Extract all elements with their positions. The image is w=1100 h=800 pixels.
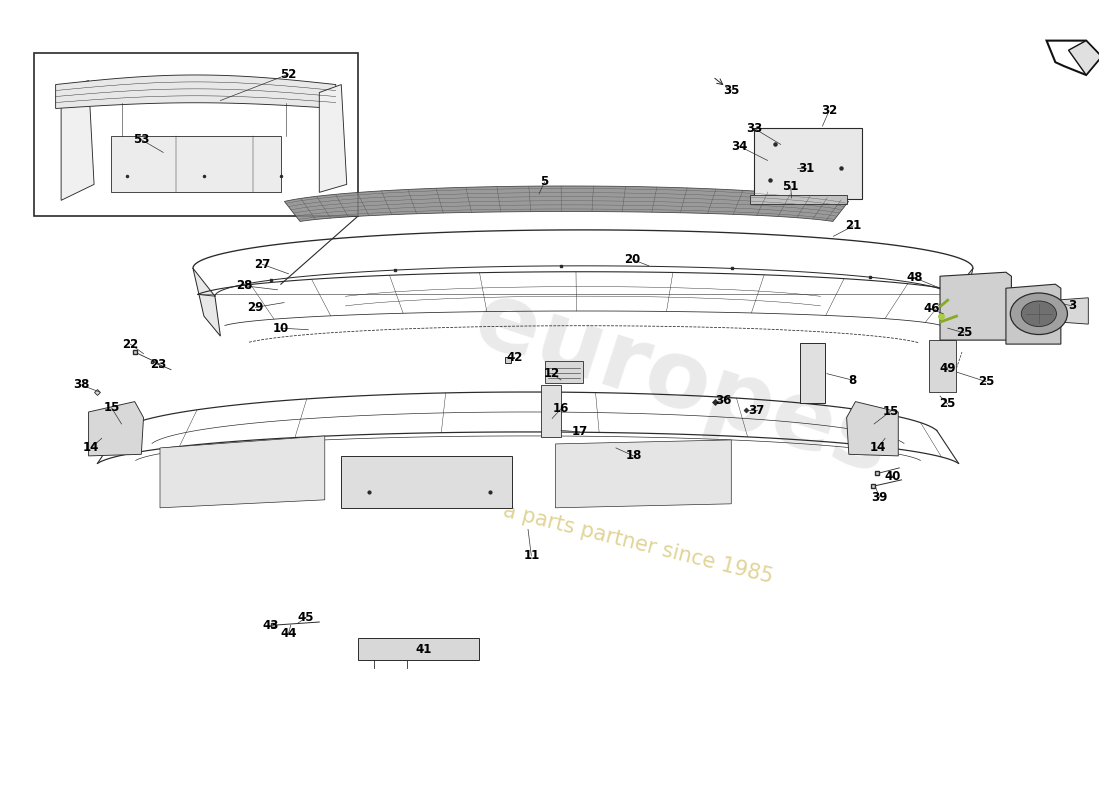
Text: 52: 52 bbox=[280, 68, 297, 81]
Text: 5: 5 bbox=[540, 175, 549, 189]
Polygon shape bbox=[946, 268, 974, 336]
Text: 44: 44 bbox=[280, 626, 297, 640]
Text: 34: 34 bbox=[730, 139, 747, 153]
Polygon shape bbox=[1046, 41, 1100, 75]
Text: 38: 38 bbox=[73, 378, 89, 391]
Text: 11: 11 bbox=[524, 550, 539, 562]
Text: 45: 45 bbox=[298, 610, 315, 624]
Polygon shape bbox=[1068, 41, 1100, 75]
Text: 42: 42 bbox=[507, 351, 522, 364]
Circle shape bbox=[1010, 293, 1067, 334]
Text: 35: 35 bbox=[723, 84, 739, 97]
Text: 40: 40 bbox=[884, 470, 901, 483]
Text: 43: 43 bbox=[263, 618, 279, 632]
Polygon shape bbox=[285, 186, 848, 222]
Bar bbox=[358, 638, 478, 660]
Polygon shape bbox=[56, 75, 336, 109]
Text: 37: 37 bbox=[748, 404, 764, 417]
Text: 14: 14 bbox=[869, 442, 886, 454]
Text: 25: 25 bbox=[956, 326, 972, 339]
Text: a parts partner since 1985: a parts partner since 1985 bbox=[500, 501, 774, 587]
Text: europes: europes bbox=[463, 274, 901, 494]
Text: 20: 20 bbox=[625, 253, 640, 266]
Bar bbox=[544, 361, 583, 383]
Bar bbox=[750, 194, 847, 204]
Text: 3: 3 bbox=[1068, 299, 1076, 312]
Text: 15: 15 bbox=[103, 402, 120, 414]
Polygon shape bbox=[556, 440, 732, 508]
Polygon shape bbox=[940, 272, 1011, 340]
Text: 25: 25 bbox=[939, 398, 956, 410]
Text: 41: 41 bbox=[416, 642, 432, 656]
Polygon shape bbox=[847, 402, 899, 456]
Text: 8: 8 bbox=[848, 374, 856, 386]
Text: 25: 25 bbox=[978, 375, 994, 388]
Bar bbox=[755, 129, 862, 198]
Text: 33: 33 bbox=[746, 122, 762, 135]
Text: 32: 32 bbox=[821, 105, 837, 118]
Text: 49: 49 bbox=[939, 362, 956, 374]
Text: 14: 14 bbox=[82, 442, 99, 454]
Bar bbox=[801, 343, 825, 403]
Text: 22: 22 bbox=[122, 338, 139, 350]
Bar bbox=[341, 456, 512, 508]
Bar bbox=[930, 340, 957, 392]
Polygon shape bbox=[1055, 298, 1088, 324]
Bar bbox=[111, 137, 280, 192]
Text: 39: 39 bbox=[871, 491, 888, 504]
Bar bbox=[34, 53, 358, 216]
Text: 36: 36 bbox=[715, 394, 732, 407]
Text: 17: 17 bbox=[572, 426, 587, 438]
Text: 31: 31 bbox=[798, 162, 814, 175]
Text: 27: 27 bbox=[254, 258, 271, 270]
Text: 18: 18 bbox=[625, 450, 641, 462]
Text: 46: 46 bbox=[923, 302, 939, 315]
Polygon shape bbox=[319, 85, 346, 192]
Text: 23: 23 bbox=[150, 358, 166, 370]
Text: 16: 16 bbox=[553, 402, 569, 415]
Circle shape bbox=[1021, 301, 1056, 326]
Text: 12: 12 bbox=[544, 367, 560, 380]
Polygon shape bbox=[89, 402, 143, 456]
Text: 29: 29 bbox=[248, 301, 264, 314]
Text: 28: 28 bbox=[236, 279, 253, 292]
Bar bbox=[541, 385, 561, 437]
Text: 53: 53 bbox=[133, 133, 150, 146]
Text: 48: 48 bbox=[906, 271, 923, 284]
Polygon shape bbox=[1005, 284, 1060, 344]
Text: 21: 21 bbox=[845, 219, 861, 233]
Text: 10: 10 bbox=[273, 322, 289, 334]
Polygon shape bbox=[192, 268, 220, 336]
Text: 51: 51 bbox=[782, 180, 799, 194]
Polygon shape bbox=[62, 81, 95, 200]
Text: 15: 15 bbox=[882, 405, 899, 418]
Polygon shape bbox=[160, 436, 324, 508]
